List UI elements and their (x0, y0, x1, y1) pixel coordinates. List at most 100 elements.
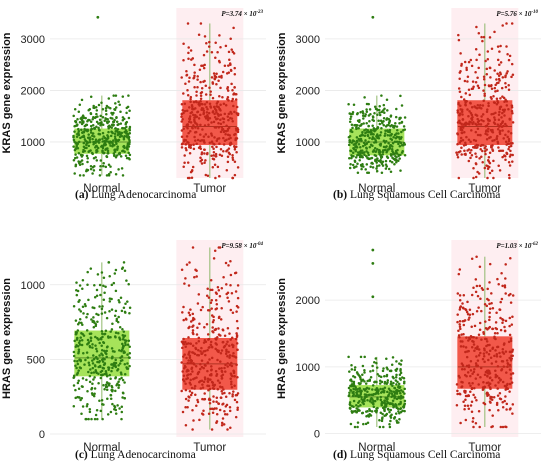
data-point (106, 335, 110, 338)
data-point (197, 293, 201, 296)
data-point (213, 116, 217, 119)
data-point (401, 143, 405, 147)
data-point (106, 147, 109, 150)
data-point (393, 158, 397, 162)
data-point (348, 166, 352, 170)
data-point (186, 127, 189, 130)
data-point (111, 402, 114, 406)
data-point (389, 137, 392, 141)
data-point (380, 94, 383, 97)
data-point (370, 410, 374, 413)
data-point (378, 122, 382, 126)
data-point (231, 394, 234, 398)
data-point (458, 306, 462, 309)
data-point (386, 129, 390, 133)
data-point (202, 139, 206, 142)
data-point (116, 404, 119, 407)
data-point (74, 147, 78, 150)
data-point (218, 95, 221, 98)
data-point (114, 309, 118, 313)
data-point (211, 381, 215, 384)
data-point (215, 396, 219, 400)
data-point (234, 415, 238, 419)
data-point (461, 340, 464, 343)
data-point (195, 90, 198, 94)
data-point (227, 50, 231, 54)
data-point (113, 144, 116, 147)
data-point (473, 367, 476, 371)
data-point (487, 104, 490, 108)
data-point (390, 153, 393, 156)
data-point (93, 376, 96, 379)
data-point (360, 411, 364, 415)
data-point (222, 149, 225, 153)
data-point (94, 356, 98, 359)
data-point (104, 109, 108, 112)
data-point (496, 140, 499, 143)
data-point (210, 134, 214, 137)
data-point (459, 128, 463, 132)
data-point (355, 112, 359, 116)
data-point (191, 165, 195, 169)
data-point (121, 342, 124, 346)
data-point (101, 131, 105, 135)
data-point (496, 123, 500, 126)
data-point (202, 109, 206, 112)
data-point (235, 112, 239, 115)
data-point (385, 117, 389, 120)
data-point (92, 316, 95, 319)
data-point (349, 378, 352, 382)
data-point (128, 127, 131, 130)
data-point (103, 291, 106, 294)
data-point (486, 57, 490, 61)
data-point (180, 268, 184, 271)
data-point (212, 400, 215, 403)
data-point (197, 336, 201, 340)
data-point (184, 277, 187, 280)
data-point (120, 131, 124, 135)
data-point (216, 387, 220, 391)
data-point (353, 366, 357, 369)
data-point (505, 152, 509, 156)
data-point (211, 288, 214, 292)
data-point (86, 389, 89, 393)
data-point (110, 283, 114, 287)
data-point (231, 176, 234, 180)
data-point (388, 130, 392, 134)
data-point (198, 322, 201, 326)
data-point (483, 402, 487, 406)
data-point (458, 77, 461, 80)
data-point (465, 135, 468, 139)
data-point (463, 367, 466, 371)
data-point (488, 171, 492, 175)
data-point (211, 387, 215, 390)
data-point (460, 122, 463, 126)
data-point (191, 105, 194, 108)
data-point (473, 324, 477, 328)
data-point (500, 271, 503, 275)
data-point (218, 75, 221, 79)
data-point (79, 336, 82, 339)
data-point (491, 130, 495, 134)
data-point (102, 298, 106, 302)
data-point (97, 122, 100, 125)
data-point (214, 126, 218, 129)
data-point (227, 300, 231, 303)
data-point (183, 109, 187, 113)
data-point (482, 352, 486, 355)
data-point (469, 156, 472, 160)
data-point (192, 100, 196, 104)
data-point (202, 135, 206, 138)
data-point (224, 363, 227, 367)
data-point (480, 309, 483, 313)
data-point (460, 367, 464, 371)
outlier-point (371, 15, 375, 19)
data-point (467, 159, 471, 163)
data-point (382, 425, 385, 429)
data-point (78, 308, 81, 311)
data-point (494, 321, 498, 324)
data-point (492, 176, 495, 180)
data-point (372, 401, 375, 405)
data-point (80, 331, 83, 335)
data-point (91, 137, 94, 141)
